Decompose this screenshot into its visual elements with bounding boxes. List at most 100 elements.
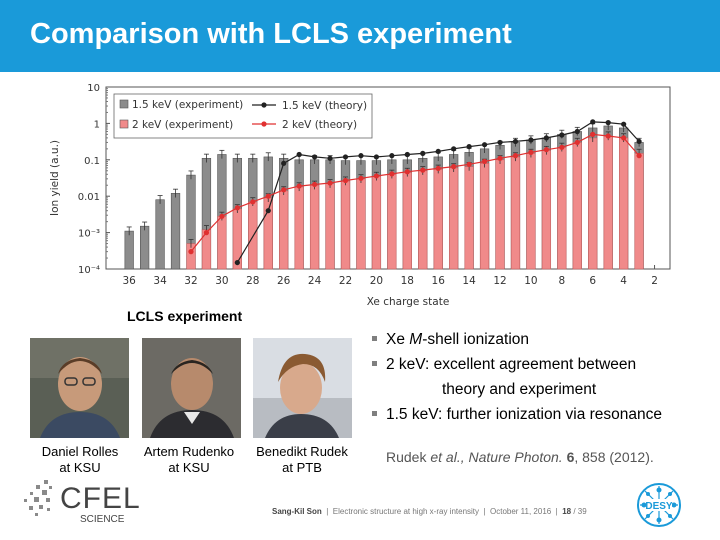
person-affiliation: at KSU (168, 460, 210, 475)
point-2kev-theory (574, 139, 580, 146)
bar-1-5kev-experiment (170, 193, 181, 270)
point-2kev-theory (559, 144, 565, 150)
point-2kev-theory (621, 135, 627, 141)
point-1-5kev-theory (590, 119, 596, 125)
y-tick-label: 10 (87, 83, 100, 94)
legend-marker (261, 121, 267, 127)
person-name: Artem Rudenko (143, 444, 235, 459)
y-tick-label: 0.01 (78, 192, 100, 203)
bullet-item: 1.5 keV: further ionization via resonanc… (372, 403, 712, 428)
point-1-5kev-theory (559, 132, 565, 138)
point-1-5kev-theory (312, 154, 318, 160)
bullet-continuation: theory and experiment (442, 381, 597, 398)
x-tick-label: 20 (370, 275, 383, 287)
point-1-5kev-theory (435, 148, 441, 155)
y-tick-label: 1 (94, 119, 100, 130)
photo-benedikt-rudek (253, 338, 352, 438)
x-tick-label: 18 (401, 275, 414, 287)
point-2kev-theory (590, 131, 596, 137)
legend-label: 2 keV (theory) (282, 119, 357, 131)
point-2kev-theory (342, 177, 349, 184)
bar-2kev-experiment (232, 208, 242, 270)
point-2kev-theory (327, 180, 333, 186)
desy-logo: DESY (637, 483, 681, 527)
slide-title: Comparison with LCLS experiment (30, 18, 512, 50)
lcls-caption: LCLS experiment (127, 308, 243, 324)
desy-word: DESY (645, 501, 673, 512)
title-bar (0, 0, 720, 72)
point-2kev-theory (358, 175, 364, 181)
point-2kev-theory (528, 149, 534, 155)
caption-artem-rudenko: Artem Rudenko at KSU (129, 444, 249, 476)
point-2kev-theory (605, 133, 611, 139)
bullet-list: Xe M-shell ionization 2 keV: excellent a… (372, 328, 712, 428)
point-2kev-theory (481, 158, 488, 165)
legend: 1.5 keV (experiment) 2 keV (experiment) 1.… (113, 93, 373, 139)
x-tick-label: 2 (651, 275, 658, 287)
x-tick-label: 34 (153, 275, 167, 287)
point-2kev-theory (435, 165, 441, 172)
cfel-logo: CFEL SCIENCE (22, 480, 142, 528)
x-tick-label: 26 (277, 275, 291, 287)
point-2kev-theory (281, 187, 287, 193)
y-axis-label: Ion yield (a.u.) (49, 140, 61, 216)
bullet-item: Xe M-shell ionization (372, 328, 712, 353)
point-1-5kev-theory (605, 120, 611, 126)
x-tick-label: 10 (524, 275, 537, 287)
bar-2kev-experiment (325, 183, 335, 270)
point-2kev-theory (373, 173, 380, 179)
bar-2kev-experiment (541, 150, 552, 270)
bar-2kev-experiment (433, 168, 443, 270)
bar-2kev-experiment (464, 166, 474, 270)
bar-2kev-experiment (619, 137, 629, 270)
point-1-5kev-theory (234, 259, 240, 266)
y-tick-label: 0.1 (84, 156, 100, 167)
point-1-5kev-theory (296, 151, 302, 158)
point-2kev-theory (451, 164, 457, 170)
bar-2kev-experiment (495, 159, 505, 270)
point-1-5kev-theory (574, 128, 580, 135)
bar-2kev-experiment (387, 173, 397, 270)
point-1-5kev-theory (451, 146, 457, 152)
bar-2kev-experiment (294, 186, 304, 270)
x-tick-label: 16 (432, 275, 446, 287)
point-2kev-theory (188, 249, 194, 255)
point-1-5kev-theory (636, 138, 642, 145)
legend-label: 2 keV (experiment) (132, 119, 233, 131)
x-tick-label: 4 (620, 275, 627, 287)
bar-2kev-experiment (418, 170, 428, 270)
point-1-5kev-theory (528, 137, 534, 143)
line-2kev-theory (190, 133, 640, 252)
bar-2kev-experiment (356, 178, 366, 270)
bar-1-5kev-experiment (155, 199, 165, 270)
person-name: Daniel Rolles (41, 444, 119, 459)
photo-daniel-rolles (30, 338, 129, 438)
bar-2kev-experiment (526, 153, 536, 270)
bar-1-5kev-experiment (140, 225, 150, 270)
bullet-square-icon (372, 411, 377, 416)
bar-2kev-experiment (510, 156, 521, 270)
legend-label: 1.5 keV (theory) (282, 100, 367, 112)
x-axis-label: Xe charge state (367, 296, 450, 308)
x-tick-label: 14 (462, 275, 476, 287)
point-2kev-theory (497, 155, 503, 161)
point-2kev-theory (420, 167, 426, 173)
point-1-5kev-theory (512, 138, 519, 145)
cfel-science: SCIENCE (80, 514, 125, 525)
point-1-5kev-theory (281, 160, 287, 166)
point-1-5kev-theory (358, 153, 364, 159)
point-1-5kev-theory (404, 151, 410, 158)
bar-2kev-experiment (588, 137, 598, 270)
point-2kev-theory (466, 161, 472, 167)
caption-benedikt-rudek: Benedikt Rudek at PTB (242, 444, 362, 476)
point-2kev-theory (636, 153, 642, 159)
legend-box (113, 93, 373, 139)
bullet-square-icon (372, 361, 377, 366)
point-2kev-theory (250, 199, 256, 205)
point-2kev-theory (234, 205, 240, 211)
x-tick-label: 8 (558, 275, 565, 287)
point-1-5kev-theory (420, 150, 426, 156)
reference: Rudek et al., Nature Photon. 6, 858 (201… (386, 449, 654, 465)
point-2kev-theory (203, 230, 210, 236)
person-affiliation: at PTB (282, 460, 322, 475)
